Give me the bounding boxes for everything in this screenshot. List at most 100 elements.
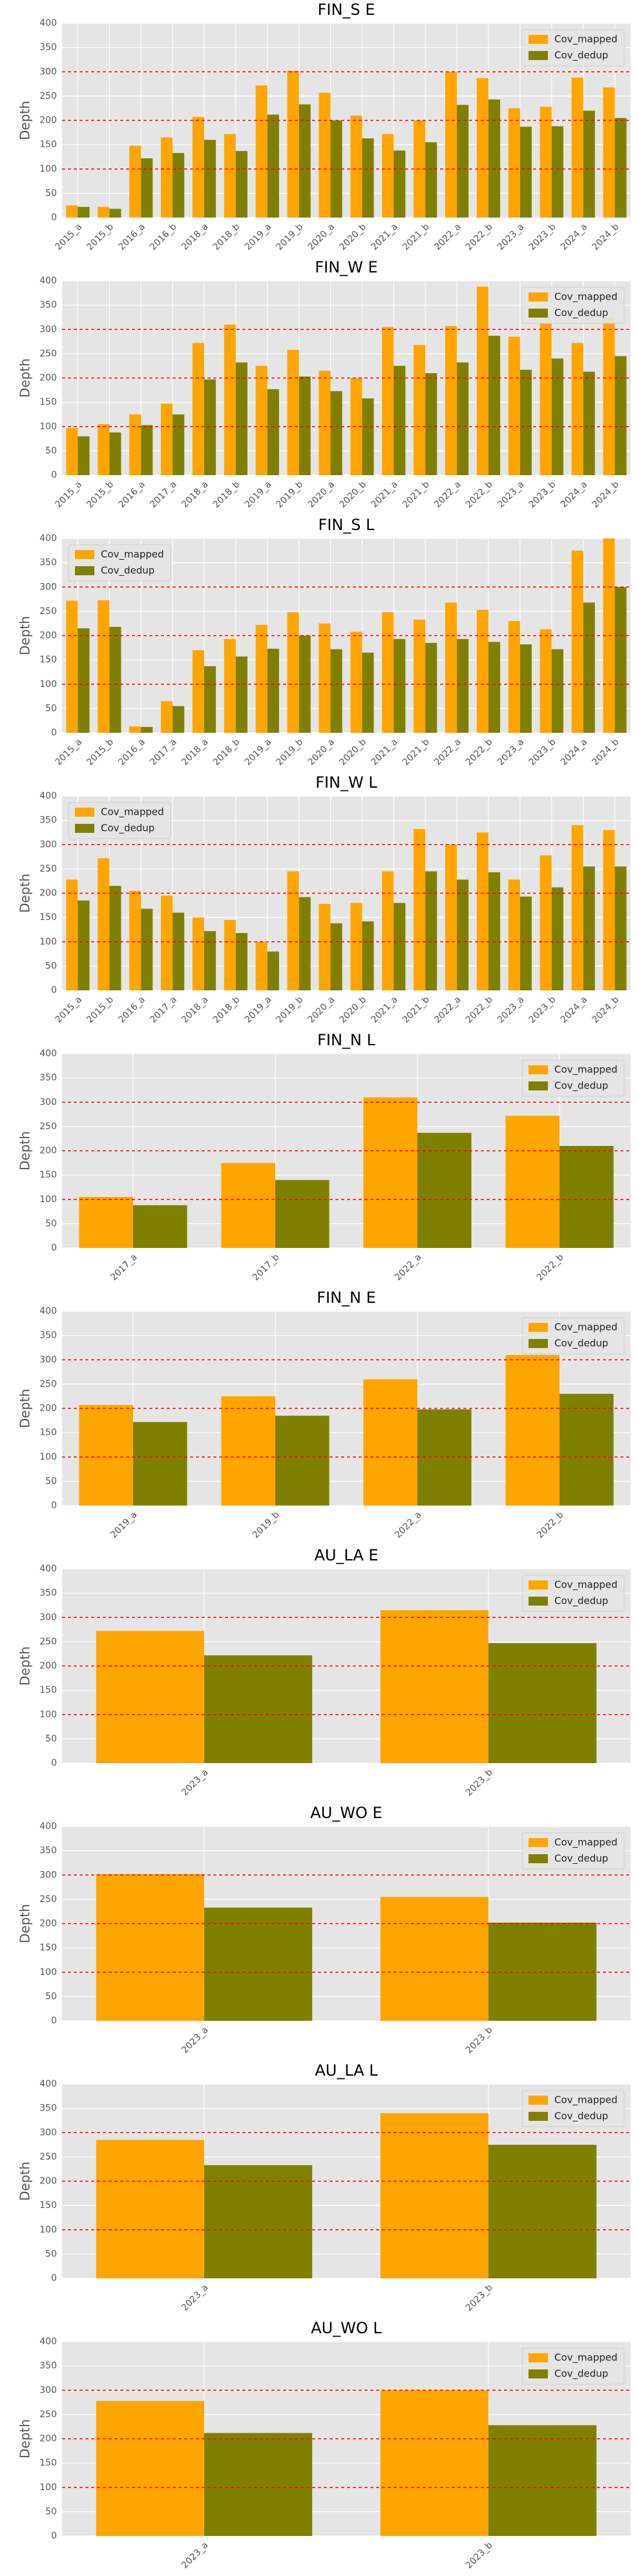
y-tick-label: 0 (51, 728, 57, 738)
bar (508, 620, 520, 733)
bar (425, 642, 437, 733)
bar (476, 609, 488, 733)
bar (488, 1643, 597, 1763)
bar (505, 1116, 560, 1248)
y-tick-label: 0 (51, 2273, 57, 2284)
y-tick-label: 300 (39, 1354, 57, 1365)
x-tick-label: 2019_b (275, 994, 306, 1025)
bar (161, 404, 173, 475)
x-tick-label: 2021_b (401, 737, 432, 768)
bar (66, 205, 78, 218)
y-tick-label: 400 (39, 533, 57, 544)
legend-label: Cov_mapped (554, 2352, 618, 2364)
y-tick-label: 50 (45, 1218, 57, 1229)
y-axis-label: Depth (17, 616, 33, 655)
legend-label: Cov_dedup (554, 1080, 608, 1092)
legend-label: Cov_dedup (554, 1853, 608, 1865)
x-tick-label: 2017_a (148, 737, 179, 768)
legend-swatch (529, 1597, 548, 1606)
bar (96, 1631, 204, 1763)
bar (133, 1422, 187, 1506)
y-tick-label: 400 (39, 276, 57, 286)
y-tick-label: 250 (39, 1637, 57, 1647)
bar (571, 77, 583, 218)
y-tick-label: 300 (39, 582, 57, 592)
x-tick-label: 2015_b (85, 994, 116, 1025)
legend-swatch (75, 566, 94, 575)
bar (141, 908, 153, 990)
bar (614, 356, 627, 475)
y-tick-label: 250 (39, 1894, 57, 1905)
bar (78, 436, 90, 475)
bar (603, 830, 615, 990)
x-tick-label: 2024_b (590, 221, 621, 252)
bar (519, 644, 532, 733)
x-tick-label: 2020_a (306, 737, 337, 768)
y-tick-label: 400 (39, 791, 57, 801)
bar (204, 1655, 313, 1763)
x-tick-label: 2022_b (464, 221, 495, 252)
bar (192, 117, 204, 218)
bar (457, 362, 469, 475)
x-tick-label: 2023_b (464, 2540, 495, 2571)
bar (129, 145, 141, 218)
y-tick-label: 0 (51, 470, 57, 480)
legend-swatch (529, 35, 548, 44)
bar (287, 349, 299, 475)
x-tick-label: 2016_a (116, 479, 147, 510)
y-tick-label: 150 (39, 2458, 57, 2468)
bar (267, 951, 279, 990)
bar (161, 701, 173, 733)
bar (393, 150, 406, 218)
y-tick-label: 250 (39, 606, 57, 617)
legend-label: Cov_mapped (101, 549, 164, 561)
x-tick-label: 2022_b (535, 1509, 566, 1540)
legend-swatch (529, 1580, 548, 1590)
x-tick-label: 2017_b (251, 1252, 282, 1283)
bar (551, 358, 563, 475)
bar (382, 327, 394, 475)
y-tick-label: 200 (39, 2176, 57, 2187)
bar (224, 134, 236, 218)
x-tick-label: 2019_b (275, 479, 306, 510)
bar (299, 376, 311, 475)
y-tick-label: 350 (39, 2361, 57, 2371)
y-tick-label: 200 (39, 631, 57, 641)
bar (79, 1196, 133, 1248)
x-tick-label: 2022_a (432, 221, 463, 252)
bar (287, 70, 299, 218)
bar (382, 612, 394, 733)
y-tick-label: 100 (39, 422, 57, 432)
bar (476, 78, 488, 218)
bar (204, 931, 216, 990)
x-tick-label: 2022_a (432, 479, 463, 510)
y-tick-label: 50 (45, 1476, 57, 1486)
bar (287, 612, 299, 733)
bar (173, 414, 185, 475)
bar (141, 726, 153, 733)
bar (299, 635, 311, 733)
x-tick-label: 2024_a (559, 479, 590, 510)
y-tick-label: 100 (39, 1194, 57, 1205)
bar (551, 126, 563, 218)
bar (275, 1415, 330, 1506)
y-tick-label: 150 (39, 2200, 57, 2211)
x-tick-label: 2023_a (180, 2025, 211, 2056)
x-tick-label: 2024_a (559, 994, 590, 1025)
bar (519, 127, 532, 218)
y-tick-label: 350 (39, 1846, 57, 1856)
bar (488, 99, 501, 218)
legend-label: Cov_mapped (554, 1837, 618, 1849)
legend-label: Cov_mapped (554, 1322, 618, 1334)
x-tick-label: 2019_a (243, 479, 274, 510)
y-tick-label: 250 (39, 864, 57, 874)
bar (173, 706, 185, 733)
bar (221, 1163, 275, 1248)
x-tick-label: 2019_a (109, 1509, 140, 1540)
legend-label: Cov_dedup (554, 1338, 608, 1350)
y-tick-label: 300 (39, 1612, 57, 1622)
bar (362, 138, 374, 218)
x-tick-label: 2024_a (559, 221, 590, 252)
x-tick-label: 2020_b (337, 221, 368, 252)
